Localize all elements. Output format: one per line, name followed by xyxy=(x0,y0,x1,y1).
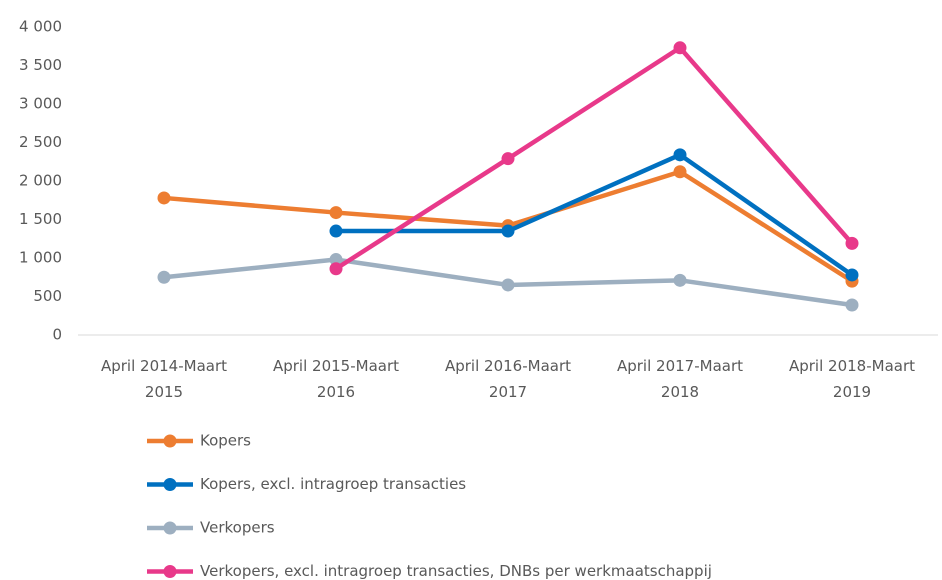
data-point xyxy=(329,262,343,276)
legend-marker xyxy=(163,434,177,448)
x-tick-label-line: April 2018-Maart xyxy=(789,357,915,375)
y-tick-label: 1 000 xyxy=(19,249,62,267)
legend-marker xyxy=(163,565,177,578)
x-tick-label: April 2017-Maart 2018 xyxy=(617,357,743,401)
y-tick-label: 1 500 xyxy=(19,210,62,228)
legend-label: Kopers, excl. intragroep transacties xyxy=(200,475,466,493)
x-tick-label-line: 2016 xyxy=(317,383,355,401)
series-line xyxy=(336,152,854,277)
x-tick-label: April 2016-Maart 2017 xyxy=(445,357,571,401)
x-tick-label: April 2014-Maart 2015 xyxy=(101,357,227,401)
legend-label: Verkopers xyxy=(200,519,275,537)
legend-label: Kopers xyxy=(200,432,251,450)
series-line xyxy=(334,45,854,271)
data-point xyxy=(845,268,859,282)
data-point xyxy=(329,206,343,220)
x-tick-label-line: 2015 xyxy=(145,383,183,401)
legend-marker xyxy=(163,478,177,491)
y-tick-label: 4 000 xyxy=(19,18,62,36)
legend-label: Verkopers, excl. intragroep transacties,… xyxy=(200,562,712,580)
data-point xyxy=(673,165,687,179)
x-tick-label: April 2015-Maart 2016 xyxy=(273,357,399,401)
y-tick-label: 3 500 xyxy=(19,56,62,74)
data-point xyxy=(673,273,687,287)
data-point xyxy=(845,298,859,312)
data-point xyxy=(329,224,343,238)
data-point xyxy=(673,148,687,162)
y-tick-label: 0 xyxy=(52,326,62,344)
y-tick-label: 500 xyxy=(33,287,62,305)
data-point xyxy=(501,278,515,292)
x-tick-label-line: 2019 xyxy=(833,383,871,401)
data-point xyxy=(501,224,515,238)
data-point xyxy=(157,270,171,284)
x-tick-label-line: April 2016-Maart xyxy=(445,357,571,375)
data-point xyxy=(329,253,343,267)
x-tick-label-line: April 2015-Maart xyxy=(273,357,399,375)
y-tick-label: 2 500 xyxy=(19,133,62,151)
legend-marker xyxy=(163,521,177,535)
x-tick-label-line: 2017 xyxy=(489,383,527,401)
x-tick-label-line: 2018 xyxy=(661,383,699,401)
data-point xyxy=(673,41,687,55)
data-point xyxy=(845,236,859,250)
y-tick-label: 3 000 xyxy=(19,95,62,113)
y-tick-label: 2 000 xyxy=(19,172,62,190)
x-tick-label: April 2018-Maart 2019 xyxy=(789,357,915,401)
x-tick-label-line: April 2014-Maart xyxy=(101,357,227,375)
x-tick-label-line: April 2017-Maart xyxy=(617,357,743,375)
data-point xyxy=(501,152,515,166)
data-point xyxy=(157,191,171,205)
